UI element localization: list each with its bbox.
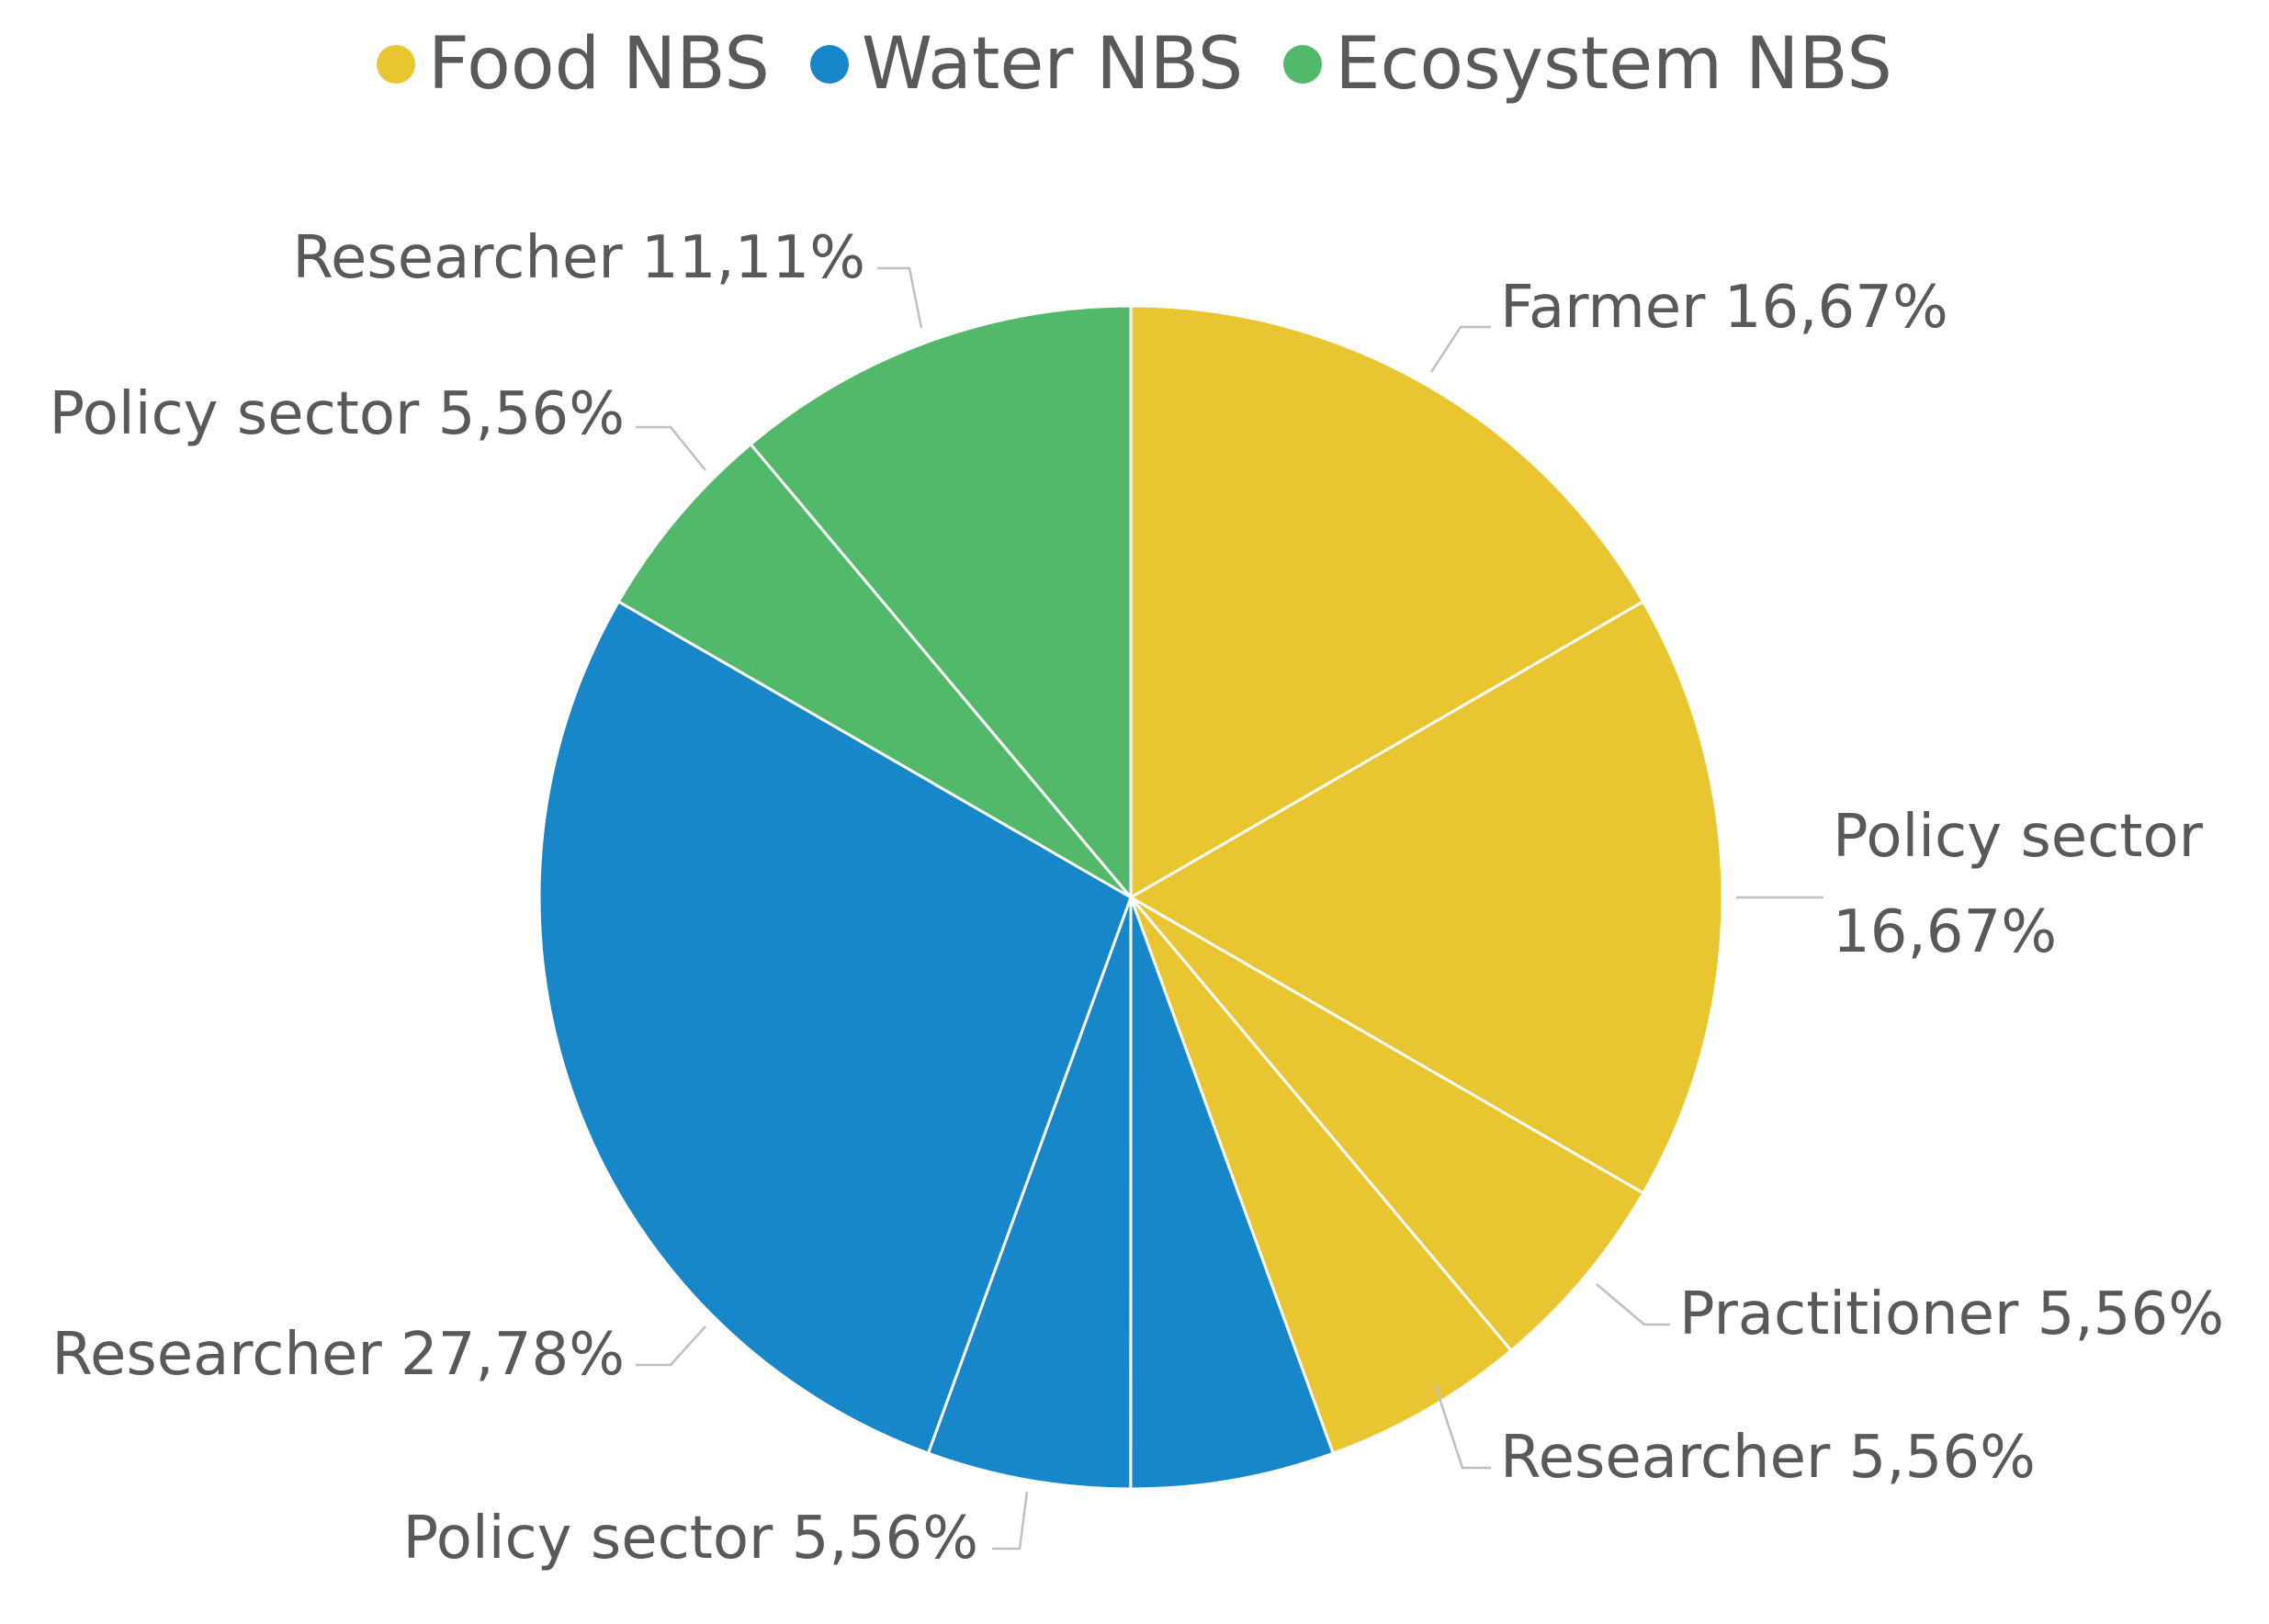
legend-swatch-food <box>377 45 416 84</box>
legend-label-water: Water NBS <box>861 23 1244 106</box>
legend-item-food-nbs[interactable]: Food NBS <box>377 20 770 108</box>
legend-label-ecosystem: Ecosystem NBS <box>1335 23 1892 106</box>
chart-legend: Food NBS Water NBS Ecosystem NBS <box>0 20 2269 108</box>
leader-line-0 <box>1429 325 1491 373</box>
data-labels: Farmer 16,67% Policy sector 16,67% Practiti… <box>49 224 2224 1573</box>
data-label-7: Policy sector 5,56% <box>49 380 625 448</box>
data-label-6: Researcher 27,78% <box>51 1321 625 1389</box>
data-label-5: Policy sector 5,56% <box>402 1505 978 1573</box>
leader-line-2 <box>1596 1283 1670 1326</box>
legend-item-water-nbs[interactable]: Water NBS <box>809 20 1244 108</box>
leader-lines <box>636 266 1823 1551</box>
data-label-1: Policy sector 16,67% <box>1833 803 2204 966</box>
pie-slice-food-nbs-researcher-3[interactable] <box>1129 897 1514 1456</box>
legend-swatch-ecosystem <box>1283 45 1323 84</box>
pie-slice-food-nbs-practitioner-2[interactable] <box>1129 896 1645 1353</box>
leader-line-7 <box>636 425 706 471</box>
data-label-0: Farmer 16,67% <box>1500 274 1948 342</box>
data-label-2: Practitioner 5,56% <box>1679 1280 2224 1348</box>
leader-line-8 <box>877 266 923 329</box>
leader-line-5 <box>992 1491 1029 1551</box>
pie-slice-water-nbs-policy-sector-5[interactable] <box>926 897 1133 1491</box>
pie-slices <box>537 304 1724 1491</box>
leader-line-3 <box>1433 1383 1491 1470</box>
legend-swatch-water <box>809 45 849 84</box>
pie-slice-food-nbs-policy-sector-1[interactable] <box>1127 599 1724 1195</box>
pie-slice-ecosystem-nbs-researcher-8[interactable] <box>749 304 1133 902</box>
leader-line-6 <box>636 1325 706 1367</box>
data-label-3: Researcher 5,56% <box>1500 1424 2036 1492</box>
legend-item-ecosystem-nbs[interactable]: Ecosystem NBS <box>1283 20 1892 108</box>
legend-label-food: Food NBS <box>428 23 770 106</box>
data-label-8: Researcher 11,11% <box>292 224 865 292</box>
pie-slice-food-nbs-farmer-0[interactable] <box>1129 304 1645 900</box>
pie-slice-water-nbs-unlabeled-4[interactable] <box>1129 897 1336 1491</box>
pie-slice-water-nbs-researcher-6[interactable] <box>537 599 1133 1455</box>
pie-slice-ecosystem-nbs-policy-sector-7[interactable] <box>616 442 1133 899</box>
